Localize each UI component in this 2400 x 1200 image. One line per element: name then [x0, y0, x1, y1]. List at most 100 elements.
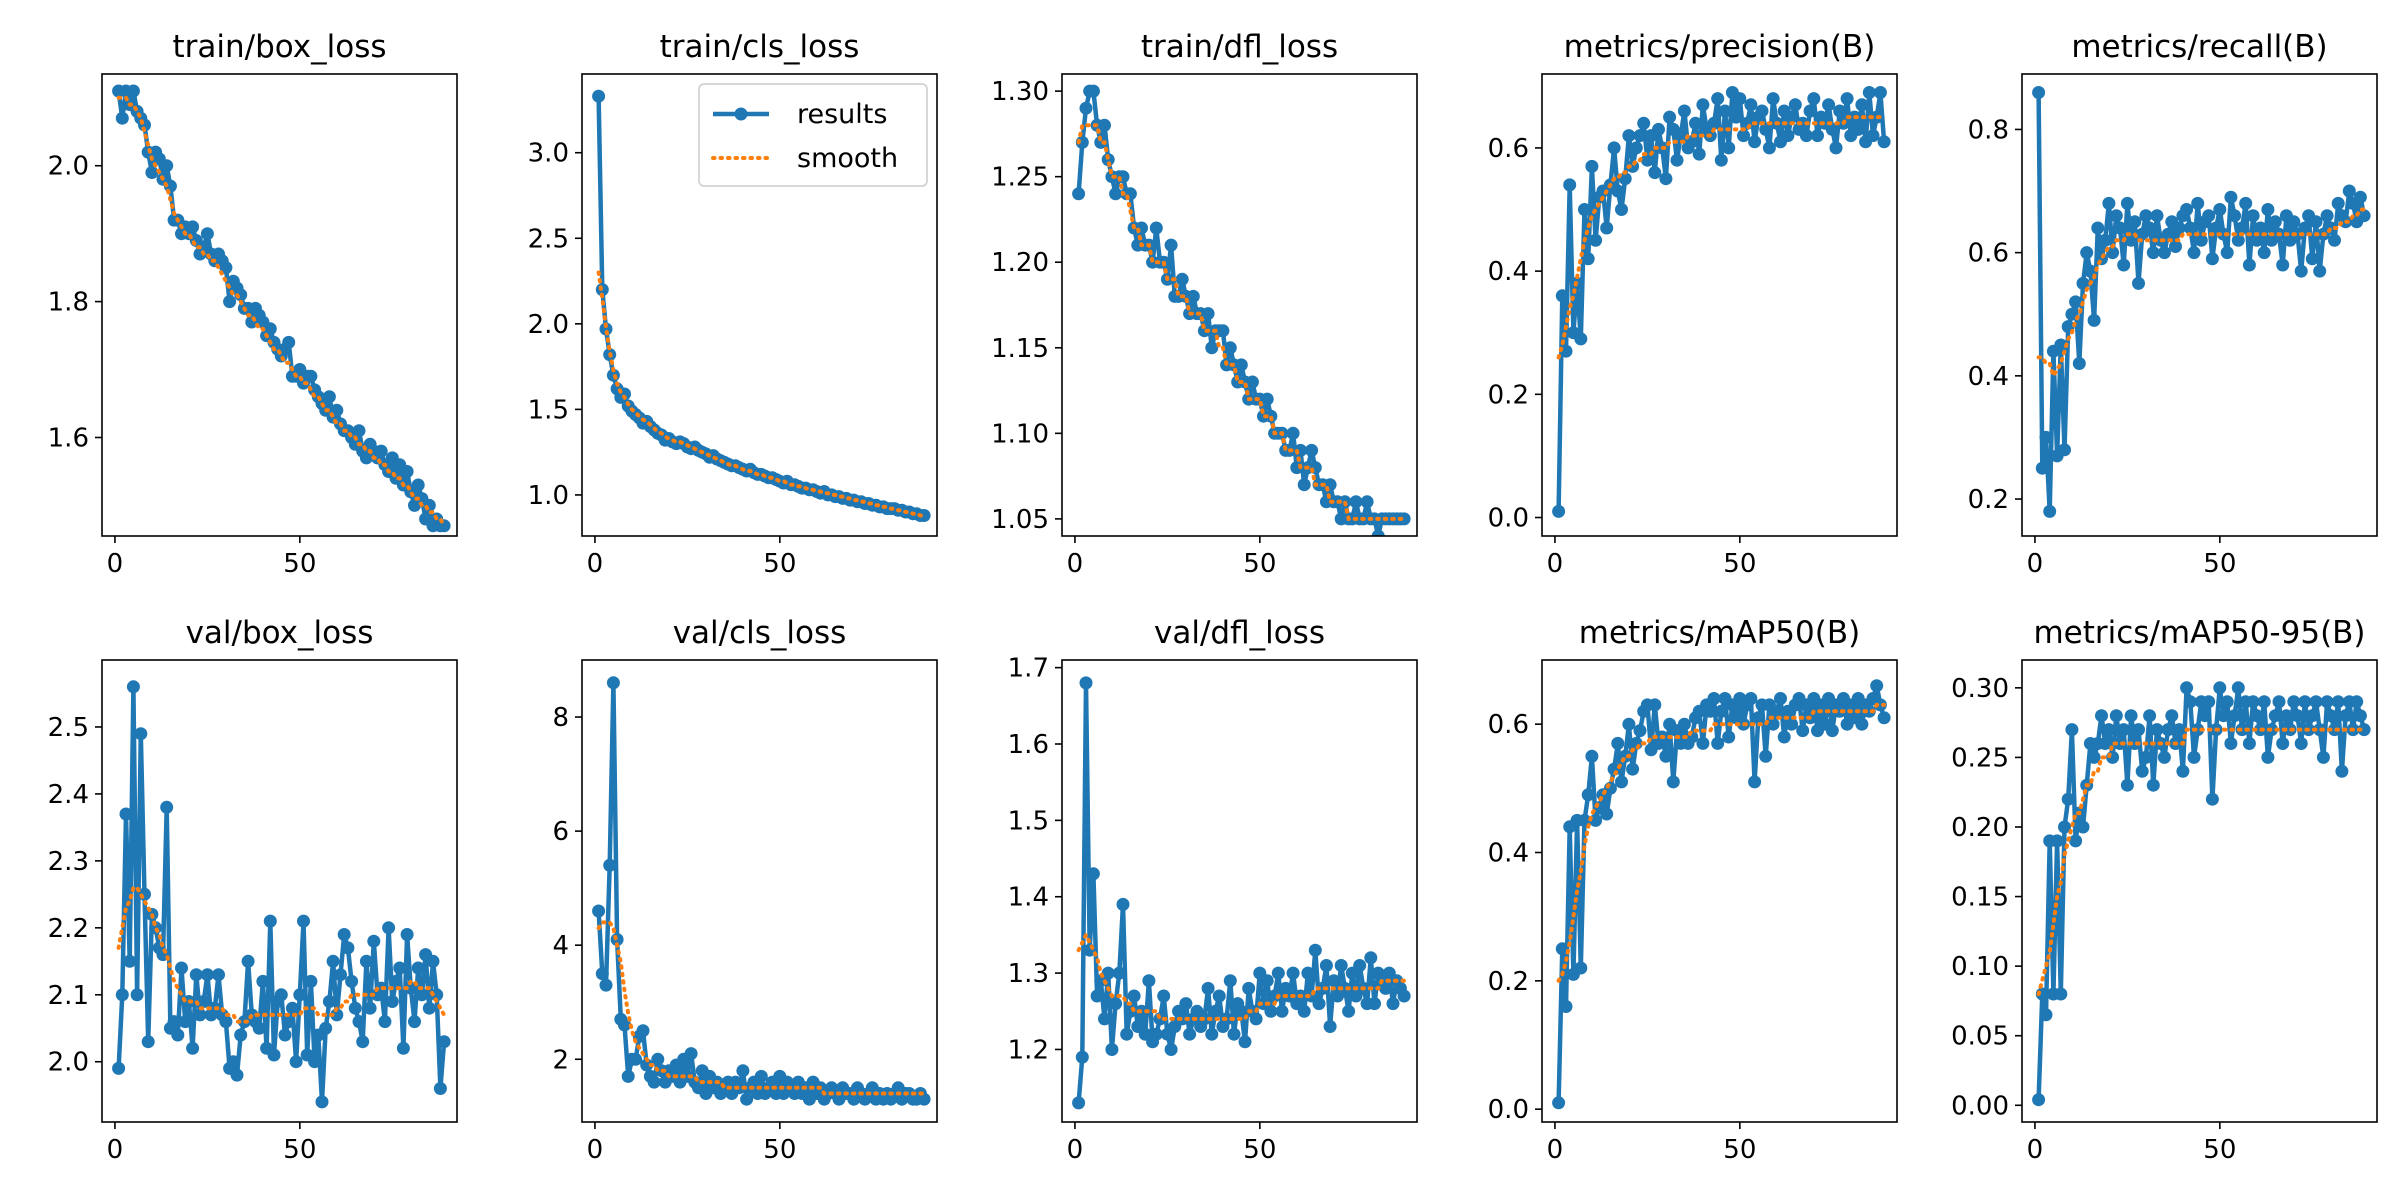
- data-point: [1120, 1027, 1134, 1041]
- data-point: [304, 974, 318, 988]
- data-point: [337, 928, 351, 941]
- data-point: [2069, 295, 2083, 309]
- data-point: [1877, 711, 1891, 725]
- data-point: [2161, 227, 2175, 241]
- data-point: [1873, 86, 1887, 99]
- data-point: [1862, 86, 1876, 99]
- data-point: [1397, 989, 1411, 1003]
- data-point: [1316, 981, 1330, 995]
- data-point: [1796, 724, 1810, 738]
- series-line-smooth: [2036, 207, 2367, 381]
- data-point: [1349, 495, 1363, 509]
- data-point: [2287, 695, 2301, 709]
- data-point: [2298, 695, 2312, 709]
- data-point: [282, 335, 296, 349]
- data-point: [2228, 209, 2242, 223]
- data-point: [1811, 129, 1824, 143]
- data-point: [2132, 276, 2145, 290]
- data-point: [1829, 141, 1843, 155]
- y-tick-label: 1.6: [1008, 730, 1049, 760]
- plot-area: [592, 89, 931, 522]
- x-tick-label: 0: [2027, 549, 2044, 579]
- data-point: [1870, 679, 1884, 693]
- data-point: [2076, 276, 2090, 290]
- data-point: [297, 914, 310, 928]
- x-tick-label: 50: [1243, 1135, 1276, 1165]
- data-point: [2279, 709, 2293, 723]
- data-point: [1622, 129, 1636, 143]
- data-point: [267, 1048, 281, 1062]
- legend-box: [698, 83, 928, 187]
- data-point: [167, 1015, 181, 1029]
- data-point: [1072, 1096, 1086, 1110]
- data-point: [2065, 723, 2079, 737]
- data-point: [2113, 737, 2127, 750]
- y-tick-label: 1.8: [48, 288, 89, 318]
- data-point: [2231, 233, 2245, 247]
- data-point: [2054, 338, 2068, 352]
- data-point: [1748, 775, 1762, 789]
- data-point: [2254, 221, 2267, 235]
- chart-title: train/dfl_loss: [1141, 29, 1338, 65]
- data-point: [356, 1035, 370, 1049]
- series-line-smooth: [116, 885, 447, 1024]
- data-point: [1803, 104, 1817, 118]
- data-point: [200, 968, 214, 982]
- data-point: [1600, 807, 1614, 821]
- data-point: [2194, 233, 2208, 247]
- data-point: [2139, 209, 2153, 223]
- series-line-smooth: [1556, 702, 1887, 983]
- data-point: [2191, 196, 2205, 210]
- data-point: [1555, 289, 1569, 303]
- data-point: [2250, 233, 2264, 247]
- data-point: [304, 369, 318, 383]
- data-point: [640, 1058, 654, 1072]
- legend-label-smooth: smooth: [797, 143, 898, 174]
- data-point: [1744, 98, 1758, 112]
- data-point: [1223, 974, 1237, 988]
- axes-frame: [2021, 659, 2378, 1123]
- data-point: [1578, 203, 1591, 216]
- data-point: [1223, 341, 1237, 355]
- data-point: [1748, 135, 1762, 149]
- data-point: [1368, 997, 1381, 1011]
- series-line-results: [596, 680, 926, 1102]
- data-point: [1157, 989, 1171, 1003]
- data-point: [186, 1041, 200, 1055]
- data-point: [1648, 166, 1662, 180]
- data-point: [2032, 86, 2046, 99]
- data-point: [1744, 692, 1758, 705]
- data-point: [599, 978, 613, 992]
- chart-title: metrics/mAP50(B): [1579, 615, 1860, 651]
- x-tick-label: 50: [2203, 549, 2236, 579]
- data-point: [1751, 711, 1765, 725]
- y-tick-label: 0.6: [1488, 134, 1529, 164]
- data-point: [1090, 989, 1104, 1003]
- data-point: [2043, 504, 2057, 518]
- x-tick-label: 50: [1723, 1135, 1756, 1165]
- data-point: [119, 807, 133, 821]
- data-point: [1205, 341, 1219, 355]
- chart-title: val/box_loss: [186, 615, 374, 651]
- data-point: [223, 295, 237, 309]
- axes-frame: [1061, 659, 1418, 1123]
- data-point: [1297, 478, 1311, 492]
- plot-area: [112, 680, 451, 1109]
- data-point: [1707, 116, 1721, 130]
- x-tick-label: 50: [763, 549, 796, 579]
- data-point: [2217, 227, 2230, 241]
- data-point: [2143, 221, 2157, 235]
- data-point: [1286, 966, 1300, 980]
- data-point: [408, 1015, 421, 1029]
- y-tick-label: 1.05: [991, 505, 1049, 535]
- data-point: [647, 1075, 661, 1089]
- y-tick-label: 2: [552, 1045, 569, 1075]
- y-tick-label: 0.15: [1951, 883, 2009, 913]
- data-point: [629, 1052, 643, 1066]
- data-point: [308, 1055, 322, 1069]
- series-markers-results: [2032, 86, 2371, 518]
- data-point: [1127, 989, 1141, 1003]
- data-point: [2072, 357, 2086, 370]
- data-point: [2331, 695, 2345, 709]
- data-point: [1755, 104, 1769, 118]
